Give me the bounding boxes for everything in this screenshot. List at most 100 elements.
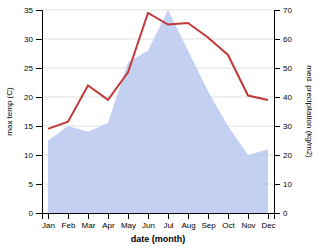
- tick-mark: [274, 97, 280, 98]
- tick-label: Sep: [201, 221, 216, 230]
- tick: 60: [274, 35, 292, 44]
- tick-label: 25: [24, 64, 33, 73]
- tick: Jun: [142, 213, 155, 230]
- tick: 10: [24, 151, 42, 160]
- tick-mark: [268, 213, 269, 219]
- tick-label: Jan: [42, 221, 55, 230]
- tick-label: 10: [24, 151, 33, 160]
- tick: Apr: [102, 213, 115, 230]
- tick-label: Oct: [222, 221, 235, 230]
- x-axis: Jan Feb Mar Apr May Jun Jul Aug Sep Oct Nov Dec: [42, 213, 276, 230]
- tick: 50: [274, 64, 292, 73]
- tick: Mar: [82, 213, 96, 230]
- tick: 20: [24, 93, 42, 102]
- tick: 70: [274, 6, 292, 15]
- tick-mark: [148, 213, 149, 219]
- y2-axis-title: med. precipitation (kg/m2): [305, 65, 314, 158]
- tick-mark: [88, 213, 89, 219]
- tick-mark: [48, 213, 49, 219]
- tick-mark: [228, 213, 229, 219]
- tick: 0: [274, 209, 288, 218]
- tick-mark: [68, 213, 69, 219]
- tick: Nov: [241, 213, 255, 230]
- tick-label: 15: [24, 122, 33, 131]
- chart: Jan Feb Mar Apr May Jun Jul Aug Sep Oct Nov Dec 0 5 10…: [0, 0, 318, 247]
- tick-mark: [128, 213, 129, 219]
- tick-mark: [36, 213, 42, 214]
- grid: [42, 10, 274, 213]
- tick-label: Jul: [163, 221, 173, 230]
- axis-line: [36, 11, 43, 214]
- tick: 0: [29, 209, 42, 218]
- tick-label: 10: [283, 180, 292, 189]
- tick: Sep: [201, 213, 216, 230]
- tick-mark: [36, 126, 42, 127]
- tick: Jan: [42, 213, 55, 230]
- tick-label: Mar: [82, 221, 96, 230]
- tick: 30: [274, 122, 292, 131]
- tick: 35: [24, 6, 42, 15]
- grid-line: [42, 10, 274, 11]
- tick-mark: [36, 155, 42, 156]
- tick-mark: [36, 68, 42, 69]
- tick-label: Jun: [142, 221, 155, 230]
- tick: 25: [24, 64, 42, 73]
- tick-label: 40: [283, 93, 292, 102]
- x-axis-title: date (month): [131, 234, 186, 244]
- tick-mark: [208, 213, 209, 219]
- tick-label: 0: [283, 209, 288, 218]
- tick-label: 30: [283, 122, 292, 131]
- tick-mark: [248, 213, 249, 219]
- tick: Aug: [181, 213, 195, 230]
- tick-mark: [188, 213, 189, 219]
- tick-mark: [36, 10, 42, 11]
- tick: 5: [29, 180, 42, 189]
- tick-label: Dec: [261, 221, 275, 230]
- plot-area: [48, 10, 268, 213]
- area: [48, 10, 268, 213]
- tick-label: 60: [283, 35, 292, 44]
- tick-mark: [274, 39, 280, 40]
- axis-line: [43, 214, 275, 220]
- tick-label: 70: [283, 6, 292, 15]
- tick-mark: [274, 10, 280, 11]
- tick-label: May: [121, 221, 136, 230]
- tick-mark: [274, 155, 280, 156]
- tick: 30: [24, 35, 42, 44]
- tick: Jul: [163, 213, 173, 230]
- chart-container: Jan Feb Mar Apr May Jun Jul Aug Sep Oct Nov Dec 0 5 10…: [0, 0, 318, 247]
- tick-mark: [108, 213, 109, 219]
- tick-mark: [274, 126, 280, 127]
- tick: 20: [274, 151, 292, 160]
- tick-label: 0: [29, 209, 34, 218]
- tick-label: Apr: [102, 221, 115, 230]
- y-axis-title: max temp (C): [5, 87, 14, 136]
- line: [48, 13, 268, 129]
- tick-label: Aug: [181, 221, 195, 230]
- tick: 15: [24, 122, 42, 131]
- tick-label: Nov: [241, 221, 255, 230]
- tick-mark: [36, 97, 42, 98]
- tick: May: [121, 213, 136, 230]
- y2-axis: 0 10 20 30 40 50 60 70: [274, 6, 292, 218]
- tick-label: 20: [283, 151, 292, 160]
- tick: Dec: [261, 213, 275, 230]
- tick-label: 5: [29, 180, 34, 189]
- tick-mark: [36, 184, 42, 185]
- tick: 10: [274, 180, 292, 189]
- tick-label: Feb: [62, 221, 76, 230]
- tick-mark: [274, 68, 280, 69]
- y-axis: 0 5 10 15 20 25 30 35: [24, 6, 42, 218]
- tick: 40: [274, 93, 292, 102]
- tick-mark: [168, 213, 169, 219]
- tick: Feb: [62, 213, 76, 230]
- tick-mark: [274, 213, 280, 214]
- tick-label: 35: [24, 6, 33, 15]
- tick: Oct: [222, 213, 235, 230]
- tick-mark: [36, 39, 42, 40]
- axis-line: [275, 11, 281, 214]
- tick-label: 30: [24, 35, 33, 44]
- tick-mark: [274, 184, 280, 185]
- tick-label: 50: [283, 64, 292, 73]
- tick-label: 20: [24, 93, 33, 102]
